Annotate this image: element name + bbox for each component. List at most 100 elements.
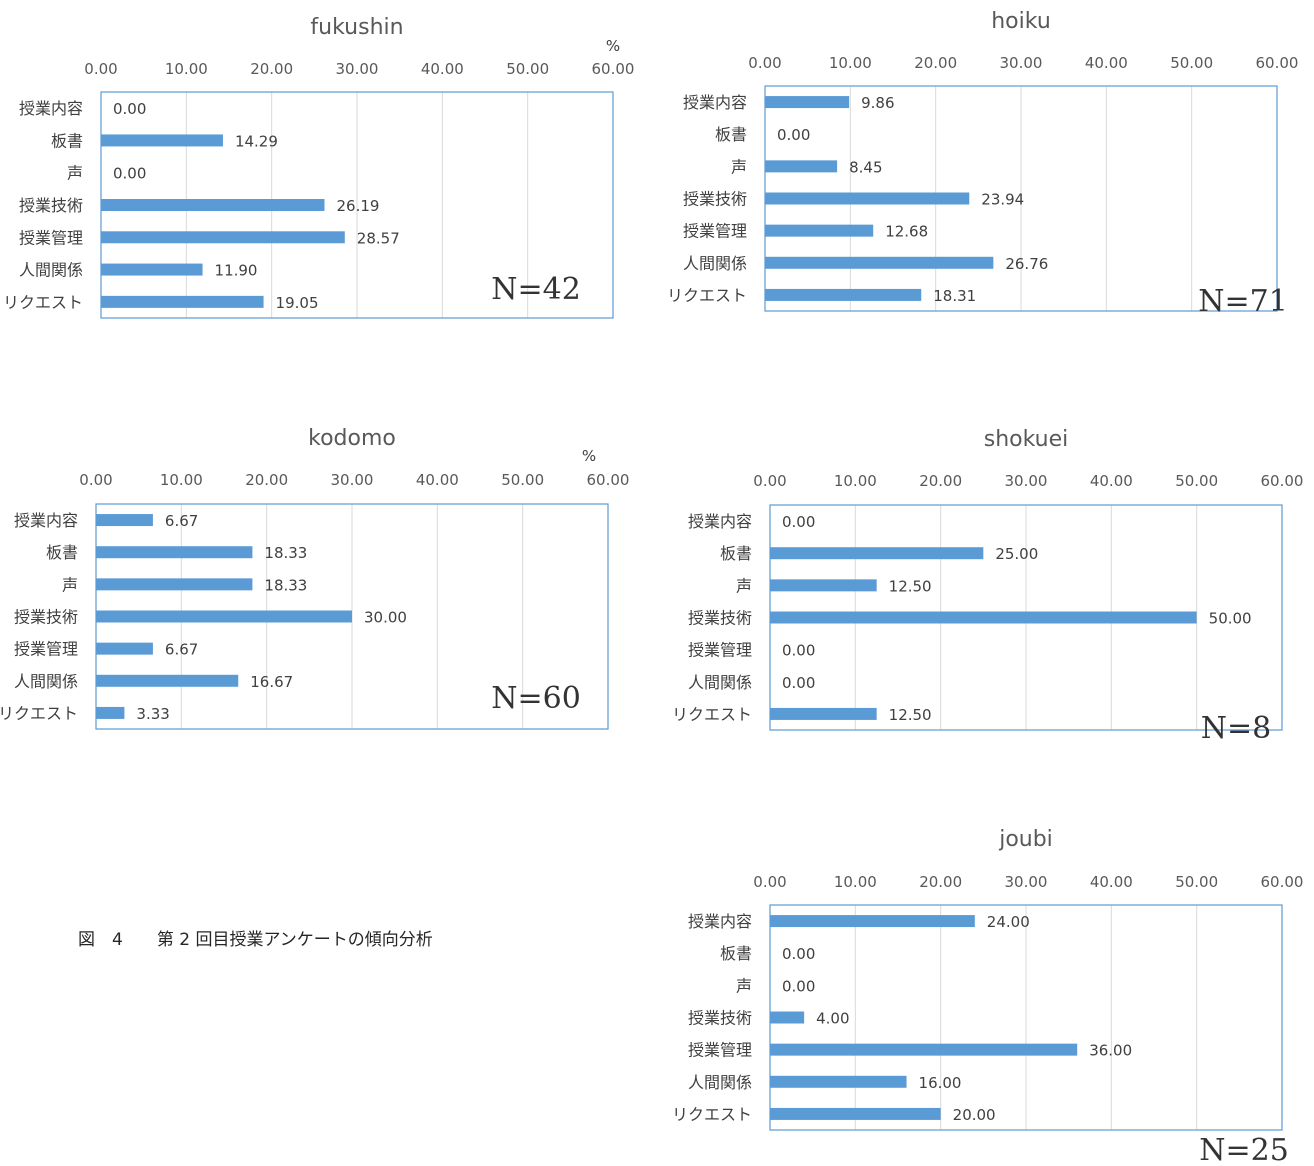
category-label: 人間関係 — [688, 673, 752, 692]
data-label: 30.00 — [364, 609, 407, 627]
unit-label: % — [606, 37, 620, 55]
x-tick-label: 0.00 — [753, 472, 786, 490]
data-label: 3.33 — [136, 705, 169, 723]
category-label: 授業管理 — [688, 641, 752, 660]
data-label: 26.76 — [1005, 255, 1048, 273]
data-label: 0.00 — [782, 513, 815, 531]
x-tick-label: 10.00 — [834, 472, 877, 490]
x-tick-label: 20.00 — [919, 472, 962, 490]
bar — [96, 610, 352, 623]
category-label: 板書 — [51, 131, 83, 150]
x-tick-label: 50.00 — [1170, 54, 1213, 72]
data-label: 18.33 — [264, 544, 307, 562]
data-label: 11.90 — [215, 262, 258, 280]
unit-label: % — [582, 447, 596, 465]
data-label: 20.00 — [953, 1106, 996, 1124]
category-label: 板書 — [715, 125, 747, 144]
data-label: 4.00 — [816, 1010, 849, 1028]
category-label: リクエスト — [667, 286, 747, 305]
data-label: 0.00 — [113, 100, 146, 118]
chart-kodomo: kodomo% 0.00 10.00 20.00 30.00 40.00 50.00 60.0… — [0, 426, 630, 730]
category-label: 授業技術 — [688, 1009, 752, 1028]
category-label: 授業内容 — [14, 511, 78, 530]
bar — [770, 547, 984, 560]
chart-title: hoiku — [991, 9, 1051, 34]
x-tick-label: 20.00 — [914, 54, 957, 72]
chart-hoiku: hoiku 0.00 10.00 20.00 30.00 40.00 50.00 60.00 授… — [667, 9, 1298, 319]
x-tick-label: 0.00 — [79, 471, 112, 489]
bar — [770, 1043, 1078, 1056]
data-label: 18.31 — [933, 287, 976, 305]
x-tick-label: 30.00 — [336, 60, 379, 78]
data-label: 0.00 — [782, 945, 815, 963]
x-tick-label: 40.00 — [1085, 54, 1128, 72]
data-label: 12.68 — [885, 223, 928, 241]
data-label: 23.94 — [981, 191, 1024, 209]
x-tick-label: 40.00 — [421, 60, 464, 78]
sample-size-label: N=42 — [491, 272, 581, 307]
bar — [770, 707, 877, 720]
category-label: 授業技術 — [14, 608, 78, 627]
bar — [96, 706, 125, 719]
chart-shokuei: shokuei 0.00 10.00 20.00 30.00 40.00 50.00 60.0… — [672, 427, 1303, 746]
bar — [101, 231, 345, 244]
bar — [96, 578, 253, 591]
category-label: 授業技術 — [688, 609, 752, 628]
category-label: 授業管理 — [683, 222, 747, 241]
chart-title: kodomo — [308, 426, 396, 451]
bar — [765, 224, 874, 237]
chart-title: joubi — [998, 827, 1053, 852]
category-label: リクエスト — [672, 1105, 752, 1124]
sample-size-label: N=25 — [1199, 1133, 1289, 1162]
x-tick-label: 10.00 — [829, 54, 872, 72]
category-label: 人間関係 — [688, 1073, 752, 1092]
data-label: 16.00 — [919, 1074, 962, 1092]
bar — [765, 256, 994, 269]
data-label: 0.00 — [782, 977, 815, 995]
figure-caption: 図 4 第 2 回目授業アンケートの傾向分析 — [78, 930, 433, 950]
x-tick-label: 20.00 — [919, 873, 962, 891]
x-tick-label: 10.00 — [834, 873, 877, 891]
data-label: 0.00 — [113, 165, 146, 183]
bar — [765, 160, 838, 173]
category-label: 授業管理 — [14, 640, 78, 659]
sample-size-label: N=71 — [1198, 284, 1288, 319]
data-label: 36.00 — [1089, 1042, 1132, 1060]
bar — [765, 96, 850, 109]
x-tick-label: 60.00 — [1261, 873, 1304, 891]
x-tick-label: 30.00 — [1005, 873, 1048, 891]
x-tick-label: 40.00 — [1090, 873, 1133, 891]
bar — [101, 263, 203, 276]
category-label: 人間関係 — [683, 254, 747, 273]
category-label: 声 — [62, 575, 78, 594]
data-label: 9.86 — [861, 94, 894, 112]
x-tick-label: 0.00 — [748, 54, 781, 72]
data-label: 14.29 — [235, 132, 278, 150]
chart-joubi: joubi 0.00 10.00 20.00 30.00 40.00 50.00 60.00 授… — [672, 827, 1304, 1166]
data-label: 12.50 — [889, 706, 932, 724]
bar — [96, 642, 153, 655]
chart-fukushin: fukushin% 0.00 10.00 20.00 30.00 40.00 50.00 60… — [3, 15, 634, 319]
sample-size-label: N=60 — [491, 681, 581, 716]
category-label: 板書 — [720, 944, 752, 963]
data-label: 26.19 — [336, 197, 379, 215]
x-tick-label: 50.00 — [1175, 873, 1218, 891]
bar — [765, 288, 922, 301]
category-label: 声 — [67, 164, 83, 183]
data-label: 18.33 — [264, 576, 307, 594]
category-label: 授業技術 — [19, 196, 83, 215]
data-label: 28.57 — [357, 229, 400, 247]
bar — [96, 546, 253, 559]
bar — [770, 1107, 941, 1120]
data-label: 0.00 — [777, 126, 810, 144]
x-tick-label: 30.00 — [1005, 472, 1048, 490]
x-tick-label: 40.00 — [416, 471, 459, 489]
bar — [96, 514, 153, 527]
x-tick-label: 20.00 — [250, 60, 293, 78]
x-tick-label: 60.00 — [1256, 54, 1299, 72]
bar — [770, 579, 877, 592]
chart-title: fukushin — [310, 15, 403, 40]
bar — [765, 192, 970, 205]
x-tick-label: 60.00 — [587, 471, 630, 489]
data-label: 6.67 — [165, 512, 198, 530]
